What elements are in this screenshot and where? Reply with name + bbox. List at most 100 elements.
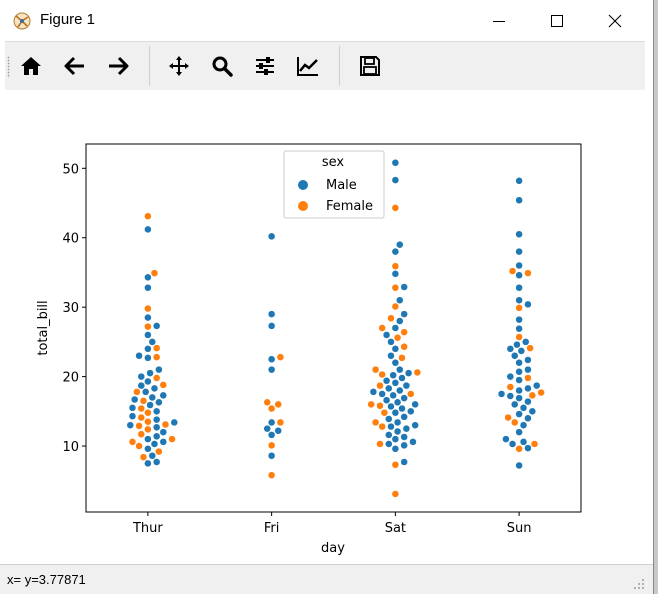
maximize-icon: [551, 15, 563, 27]
data-point-female: [391, 302, 400, 311]
data-point-male: [387, 422, 395, 431]
data-point-male: [391, 324, 400, 332]
data-point-male: [267, 418, 276, 427]
data-point-male: [400, 458, 408, 466]
data-point-male: [502, 435, 510, 443]
minimize-button[interactable]: [470, 0, 528, 41]
data-point-male: [144, 283, 152, 292]
data-point-male: [400, 413, 408, 421]
data-point-female: [139, 397, 148, 405]
data-point-male: [130, 395, 139, 404]
data-point-male: [515, 177, 523, 185]
data-point-male: [404, 369, 413, 377]
forward-button[interactable]: [103, 51, 133, 81]
toolbar-grip[interactable]: [7, 56, 10, 78]
data-point-male: [267, 355, 276, 363]
data-point-male: [391, 345, 400, 353]
maximize-button[interactable]: [528, 0, 586, 41]
data-point-male: [170, 418, 179, 427]
data-point-male: [508, 440, 517, 448]
data-point-male: [148, 452, 157, 460]
toolbar-separator: [149, 46, 150, 86]
subplots-button[interactable]: [250, 51, 280, 81]
size-grip-icon[interactable]: [633, 578, 645, 590]
data-points: [126, 158, 545, 498]
floppy-disk-icon: [360, 56, 380, 76]
data-point-male: [506, 392, 515, 400]
data-point-female: [267, 471, 276, 479]
data-point-male: [515, 428, 523, 436]
y-axis: 10 20 30 40 50: [62, 162, 86, 455]
data-point-female: [267, 404, 276, 413]
data-point-female: [152, 374, 161, 382]
data-point-male: [148, 338, 157, 346]
legend-marker-male: [298, 180, 308, 190]
data-point-male: [382, 396, 391, 404]
data-point-male: [135, 352, 143, 360]
data-point-female: [378, 370, 386, 379]
data-point-male: [144, 345, 152, 353]
y-tick-label: 50: [62, 162, 79, 177]
data-point-male: [396, 317, 404, 325]
data-point-male: [528, 407, 537, 416]
figure-canvas[interactable]: 10 20 30 40 50 Thur Fri Sat Sun day total_bill …: [5, 90, 645, 564]
data-point-male: [159, 428, 168, 436]
data-point-female: [524, 269, 532, 277]
data-point-male: [519, 404, 528, 412]
data-point-male: [515, 367, 523, 376]
data-point-male: [263, 424, 271, 433]
edit-axis-button[interactable]: [293, 51, 323, 81]
legend-frame: [283, 150, 385, 219]
data-point-male: [126, 421, 135, 429]
data-point-male: [128, 404, 137, 412]
data-point-male: [391, 408, 400, 417]
home-button[interactable]: [16, 51, 46, 81]
magnifier-icon: [212, 56, 233, 77]
data-point-male: [146, 369, 154, 377]
data-point-male: [391, 379, 400, 387]
x-tick-label: Sun: [507, 521, 532, 536]
data-point-male: [144, 313, 152, 322]
data-point-male: [141, 388, 150, 396]
data-point-female: [537, 388, 545, 397]
data-point-female: [144, 304, 152, 313]
data-point-female: [407, 390, 415, 398]
zoom-button[interactable]: [207, 51, 237, 81]
data-point-female: [144, 417, 152, 426]
data-point-male: [385, 440, 393, 448]
close-button[interactable]: [586, 0, 644, 41]
title-bar[interactable]: Figure 1: [0, 0, 653, 41]
data-point-female: [144, 212, 152, 220]
data-point-female: [387, 314, 395, 323]
data-point-male: [506, 372, 515, 381]
data-point-male: [387, 338, 395, 346]
save-button[interactable]: [355, 51, 385, 81]
data-point-male: [389, 391, 397, 400]
data-point-male: [515, 247, 523, 256]
data-point-female: [528, 391, 537, 400]
data-point-male: [506, 345, 515, 353]
coordinate-readout: x= y=3.77871: [7, 572, 86, 587]
data-point-male: [267, 431, 276, 439]
data-point-female: [376, 440, 384, 448]
data-point-male: [389, 371, 397, 379]
data-point-female: [263, 398, 271, 407]
data-point-male: [393, 418, 402, 427]
data-point-female: [506, 383, 515, 391]
data-point-female: [159, 381, 168, 389]
y-tick-label: 30: [62, 301, 79, 316]
data-point-male: [391, 358, 400, 367]
data-point-male: [144, 435, 152, 443]
x-tick-label: Sat: [385, 521, 406, 536]
data-point-male: [524, 414, 532, 423]
data-point-female: [139, 453, 148, 461]
legend: sex Male Female: [283, 150, 385, 219]
data-point-male: [398, 404, 406, 413]
close-icon: [608, 14, 622, 28]
back-button[interactable]: [60, 51, 90, 81]
pan-button[interactable]: [164, 51, 194, 81]
data-point-male: [274, 427, 282, 435]
data-point-female: [128, 438, 137, 446]
data-point-female: [155, 447, 163, 456]
